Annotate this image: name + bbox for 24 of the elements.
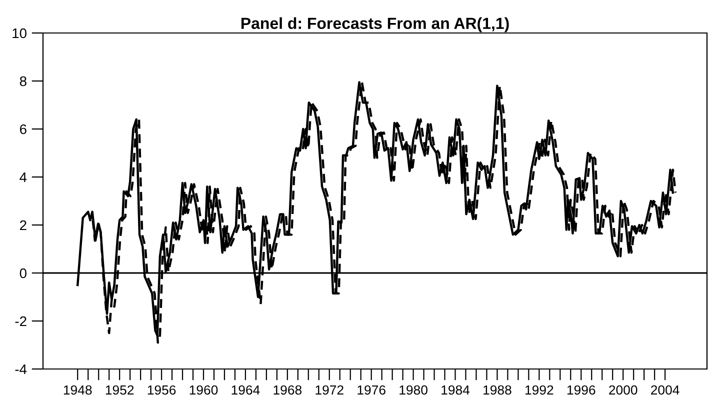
- y-tick-label: 8: [20, 76, 26, 86]
- x-tick-label: 1988: [484, 385, 512, 395]
- y-tick-label: 4: [20, 172, 27, 182]
- x-tick-label: 1992: [525, 385, 554, 395]
- y-tick-label: 0: [20, 268, 26, 278]
- x-tick-label: 1960: [190, 385, 218, 395]
- x-tick-label: 1972: [316, 385, 344, 395]
- x-tick-label: 1956: [148, 385, 176, 395]
- x-tick-label: 1968: [274, 385, 302, 395]
- x-tick-label: 1948: [64, 385, 92, 395]
- x-tick-label: 1952: [106, 385, 134, 395]
- y-tick-label: 6: [20, 124, 26, 134]
- x-tick-label: 2004: [651, 385, 680, 395]
- chart-title: Panel d: Forecasts From an AR(1,1): [241, 17, 509, 32]
- x-tick-label: 1996: [567, 385, 596, 395]
- y-tick-label: -2: [15, 316, 26, 326]
- x-tick-label: 1984: [442, 385, 470, 395]
- x-tick-label: 2000: [609, 385, 638, 395]
- y-tick-label: 10: [12, 28, 26, 38]
- x-tick-label: 1976: [358, 385, 386, 395]
- y-tick-label: -4: [15, 364, 27, 374]
- x-tick-label: 1964: [232, 385, 260, 395]
- x-tick-label: 1980: [400, 385, 428, 395]
- y-tick-label: 2: [20, 220, 26, 230]
